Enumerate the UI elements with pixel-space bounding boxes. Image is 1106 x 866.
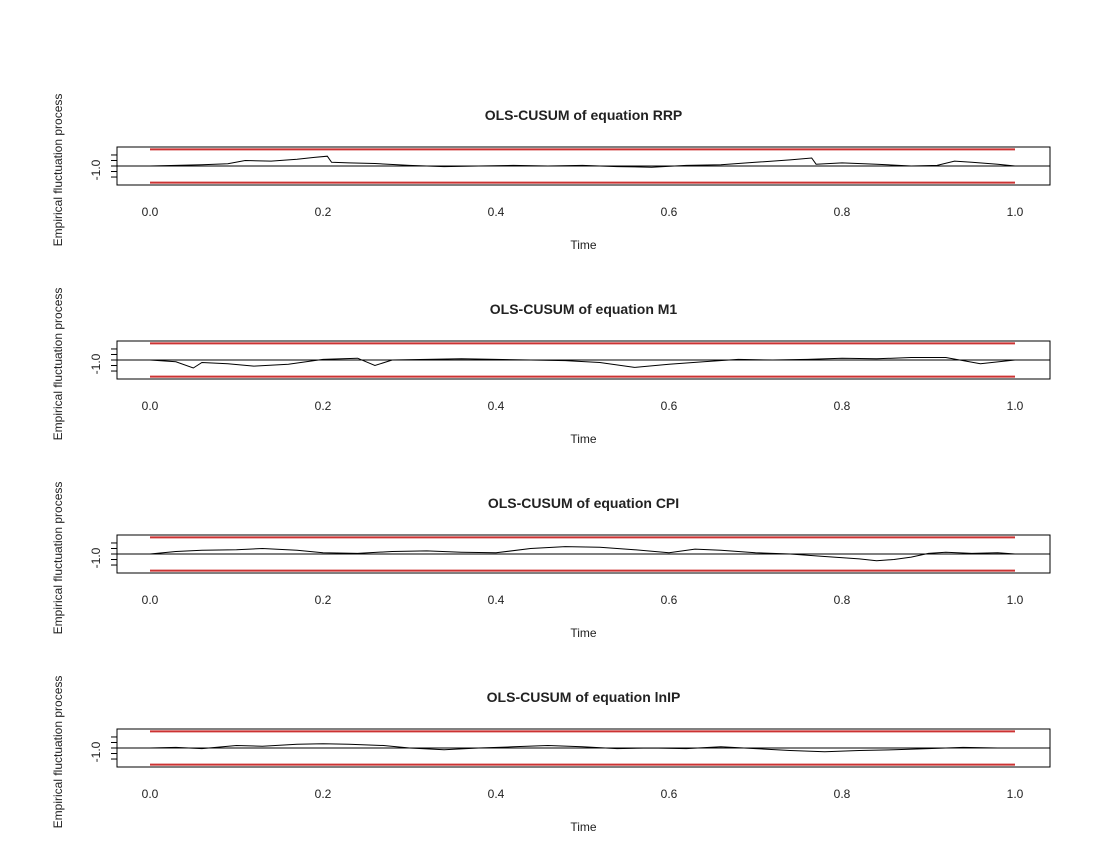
chart-title: OLS-CUSUM of equation M1 xyxy=(490,301,678,317)
fluctuation-process-line xyxy=(149,743,1015,753)
chart-title: OLS-CUSUM of equation lnIP xyxy=(487,689,681,705)
x-tick-label: 0.8 xyxy=(834,399,851,413)
y-axis-label: Empirical fluctuation process xyxy=(51,94,65,247)
chart-panel-4: OLS-CUSUM of equation lnIP -1.0 Empirical … xyxy=(51,676,1051,834)
x-tick-label: 0.2 xyxy=(315,787,332,801)
x-tick-label: 0.8 xyxy=(834,593,851,607)
chart-panel-1: OLS-CUSUM of equation RRP -1.0 Empirical f… xyxy=(51,94,1051,252)
x-tick-label: 0.8 xyxy=(834,787,851,801)
x-tick-label: 0.2 xyxy=(315,399,332,413)
x-tick-label: 0.0 xyxy=(142,399,159,413)
x-tick-label: 1.0 xyxy=(1007,399,1024,413)
x-tick-label: 0.2 xyxy=(315,593,332,607)
x-tick-label: 0.6 xyxy=(661,205,678,219)
x-axis-label: Time xyxy=(570,626,597,640)
x-tick-label: 0.4 xyxy=(488,205,505,219)
y-tick-label: -1.0 xyxy=(89,547,103,568)
y-axis-label: Empirical fluctuation process xyxy=(51,288,65,441)
y-axis-label: Empirical fluctuation process xyxy=(51,676,65,829)
y-tick-label: -1.0 xyxy=(89,353,103,374)
y-tick-label: -1.0 xyxy=(89,159,103,180)
x-tick-label: 0.4 xyxy=(488,399,505,413)
x-tick-label: 1.0 xyxy=(1007,593,1024,607)
x-tick-label: 0.4 xyxy=(488,787,505,801)
x-tick-label: 1.0 xyxy=(1007,787,1024,801)
chart-title: OLS-CUSUM of equation RRP xyxy=(485,107,683,123)
fluctuation-process-line xyxy=(149,155,1016,168)
x-tick-label: 0.6 xyxy=(661,593,678,607)
fluctuation-process-line xyxy=(149,357,1016,369)
x-tick-label: 0.0 xyxy=(142,787,159,801)
x-axis-label: Time xyxy=(570,432,597,446)
y-tick-label: -1.0 xyxy=(89,741,103,762)
x-tick-label: 0.0 xyxy=(142,205,159,219)
x-axis-label: Time xyxy=(570,820,597,834)
x-tick-label: 0.2 xyxy=(315,205,332,219)
chart-title: OLS-CUSUM of equation CPI xyxy=(488,495,679,511)
x-tick-label: 0.4 xyxy=(488,593,505,607)
x-axis-label: Time xyxy=(570,238,597,252)
chart-panel-2: OLS-CUSUM of equation M1 -1.0 Empirical fl… xyxy=(51,288,1051,446)
x-tick-label: 1.0 xyxy=(1007,205,1024,219)
panels: OLS-CUSUM of equation RRP -1.0 Empirical f… xyxy=(51,94,1051,834)
x-tick-label: 0.6 xyxy=(661,399,678,413)
y-axis-label: Empirical fluctuation process xyxy=(51,482,65,635)
x-tick-label: 0.0 xyxy=(142,593,159,607)
fluctuation-process-line xyxy=(149,546,1016,562)
x-tick-label: 0.8 xyxy=(834,205,851,219)
chart-panel-3: OLS-CUSUM of equation CPI -1.0 Empirical f… xyxy=(51,482,1051,640)
x-tick-label: 0.6 xyxy=(661,787,678,801)
